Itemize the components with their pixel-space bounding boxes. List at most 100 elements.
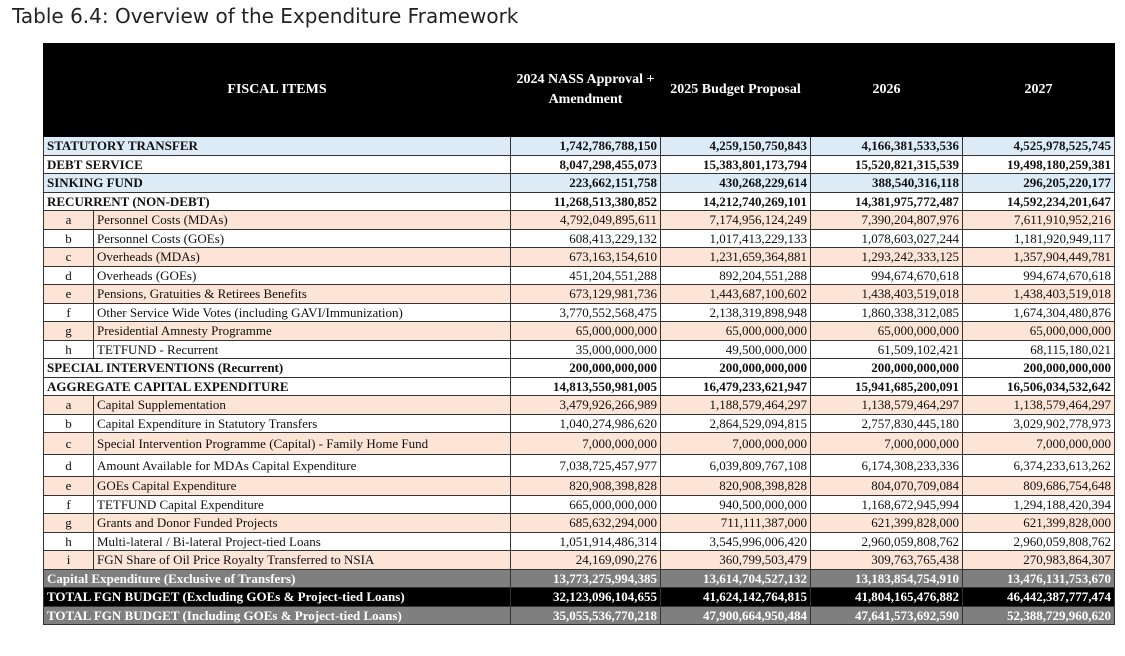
cell-value: 47,641,573,692,590 (810, 605, 964, 625)
cell-value: 430,268,229,614 (660, 173, 812, 193)
cell-value: 65,000,000,000 (810, 321, 964, 341)
row-letter: b (43, 228, 94, 248)
cell-value: 1,138,579,464,297 (810, 395, 964, 415)
cell-value: 1,051,914,486,314 (510, 531, 662, 551)
cell-value: 2,960,059,808,762 (962, 531, 1116, 551)
row-label: STATUTORY TRANSFER (42, 136, 512, 156)
row-label: Grants and Donor Funded Projects (92, 513, 512, 533)
row-letter: a (43, 395, 94, 415)
row-letter: e (43, 284, 94, 304)
cell-value: 200,000,000,000 (510, 358, 662, 378)
cell-value: 14,592,234,201,647 (962, 191, 1116, 211)
cell-value: 15,941,685,200,091 (810, 376, 964, 396)
table-row: DEBT SERVICE 8,047,298,455,073 15,383,801,… (42, 154, 1116, 174)
cell-value: 8,047,298,455,073 (510, 154, 662, 174)
cell-value: 1,438,403,519,018 (962, 284, 1116, 304)
row-letter: g (43, 321, 94, 341)
cell-value: 2,757,830,445,180 (810, 413, 964, 433)
header-row: FISCAL ITEMS 2024 NASS Approval + Amendme… (42, 43, 1116, 137)
cell-value: 1,443,687,100,602 (660, 284, 812, 304)
table-row: SPECIAL INTERVENTIONS (Recurrent) 200,000… (42, 358, 1116, 378)
column-header: 2027 (962, 43, 1116, 137)
cell-value: 451,204,551,288 (510, 265, 662, 285)
row-letter: c (43, 432, 94, 455)
cell-value: 1,742,786,788,150 (510, 136, 662, 156)
cell-value: 7,390,204,807,976 (810, 210, 964, 230)
cell-value: 3,479,926,266,989 (510, 395, 662, 415)
row-label: Overheads (GOEs) (92, 265, 512, 285)
row-label: Other Service Wide Votes (including GAVI… (92, 302, 512, 322)
cell-value: 2,138,319,898,948 (660, 302, 812, 322)
cell-value: 19,498,180,259,381 (962, 154, 1116, 174)
cell-value: 15,383,801,173,794 (660, 154, 812, 174)
cell-value: 35,055,536,770,218 (510, 605, 662, 625)
table-row: h Multi-lateral / Bi-lateral Project-tied… (43, 531, 1116, 551)
cell-value: 65,000,000,000 (510, 321, 662, 341)
cell-value: 68,115,180,021 (962, 339, 1116, 359)
row-label: GOEs Capital Expenditure (92, 476, 512, 496)
cell-value: 673,129,981,736 (510, 284, 662, 304)
cell-value: 994,674,670,618 (962, 265, 1116, 285)
cell-value: 673,163,154,610 (510, 247, 662, 267)
row-letter: f (43, 302, 94, 322)
row-letter: h (43, 339, 94, 359)
cell-value: 49,500,000,000 (660, 339, 812, 359)
cell-value: 7,000,000,000 (660, 432, 812, 455)
cell-value: 7,000,000,000 (962, 432, 1116, 455)
table-row: b Personnel Costs (GOEs) 608,413,229,132 1,… (43, 228, 1116, 248)
cell-value: 820,908,398,828 (660, 476, 812, 496)
cell-value: 14,381,975,772,487 (810, 191, 964, 211)
row-letter: b (43, 413, 94, 433)
cell-value: 200,000,000,000 (962, 358, 1116, 378)
cell-value: 11,268,513,380,852 (510, 191, 662, 211)
column-header: 2026 (810, 43, 964, 137)
table-row: e Pensions, Gratuities & Retirees Benefit… (43, 284, 1116, 304)
cell-value: 1,138,579,464,297 (962, 395, 1116, 415)
table-row: STATUTORY TRANSFER 1,742,786,788,150 4,259… (42, 136, 1116, 156)
cell-value: 994,674,670,618 (810, 265, 964, 285)
cell-value: 4,166,381,533,536 (810, 136, 964, 156)
cell-value: 13,773,275,994,385 (510, 568, 662, 588)
cell-value: 820,908,398,828 (510, 476, 662, 496)
cell-value: 940,500,000,000 (660, 494, 812, 514)
row-label: Special Intervention Programme (Capital)… (92, 432, 512, 455)
row-label: TETFUND Capital Expenditure (92, 494, 512, 514)
table-row: a Personnel Costs (MDAs) 4,792,049,895,611… (43, 210, 1116, 230)
cell-value: 270,983,864,307 (962, 550, 1116, 570)
cell-value: 1,438,403,519,018 (810, 284, 964, 304)
cell-value: 309,763,765,438 (810, 550, 964, 570)
cell-value: 16,506,034,532,642 (962, 376, 1116, 396)
cell-value: 1,294,188,420,394 (962, 494, 1116, 514)
cell-value: 16,479,233,621,947 (660, 376, 812, 396)
table-row: c Overheads (MDAs) 673,163,154,610 1,231,65… (43, 247, 1116, 267)
row-letter: e (43, 476, 94, 496)
table-title: Table 6.4: Overview of the Expenditure F… (12, 4, 519, 28)
row-label: FGN Share of Oil Price Royalty Transferr… (92, 550, 512, 570)
cell-value: 1,017,413,229,133 (660, 228, 812, 248)
row-letter: a (43, 210, 94, 230)
cell-value: 223,662,151,758 (510, 173, 662, 193)
cell-value: 388,540,316,118 (810, 173, 964, 193)
row-label: Presidential Amnesty Programme (92, 321, 512, 341)
cell-value: 1,078,603,027,244 (810, 228, 964, 248)
cell-value: 6,039,809,767,108 (660, 454, 812, 477)
cell-value: 804,070,709,084 (810, 476, 964, 496)
cell-value: 24,169,090,276 (510, 550, 662, 570)
row-letter: i (43, 550, 94, 570)
cell-value: 1,674,304,480,876 (962, 302, 1116, 322)
cell-value: 32,123,096,104,655 (510, 587, 662, 607)
table-row: f TETFUND Capital Expenditure 665,000,000,… (43, 494, 1116, 514)
table-row: RECURRENT (NON-DEBT) 11,268,513,380,852 14… (42, 191, 1116, 211)
row-label: Personnel Costs (GOEs) (92, 228, 512, 248)
cell-value: 892,204,551,288 (660, 265, 812, 285)
table-row: f Other Service Wide Votes (including GAV… (43, 302, 1116, 322)
row-label: SINKING FUND (42, 173, 512, 193)
row-label: RECURRENT (NON-DEBT) (42, 191, 512, 211)
table-body: STATUTORY TRANSFER 1,742,786,788,150 4,259… (42, 136, 1116, 625)
table-row: g Presidential Amnesty Programme 65,000,00… (43, 321, 1116, 341)
cell-value: 65,000,000,000 (962, 321, 1116, 341)
cell-value: 52,388,729,960,620 (962, 605, 1116, 625)
cell-value: 621,399,828,000 (962, 513, 1116, 533)
table-row: b Capital Expenditure in Statutory Transf… (43, 413, 1116, 433)
column-header: 2025 Budget Proposal (660, 43, 812, 137)
